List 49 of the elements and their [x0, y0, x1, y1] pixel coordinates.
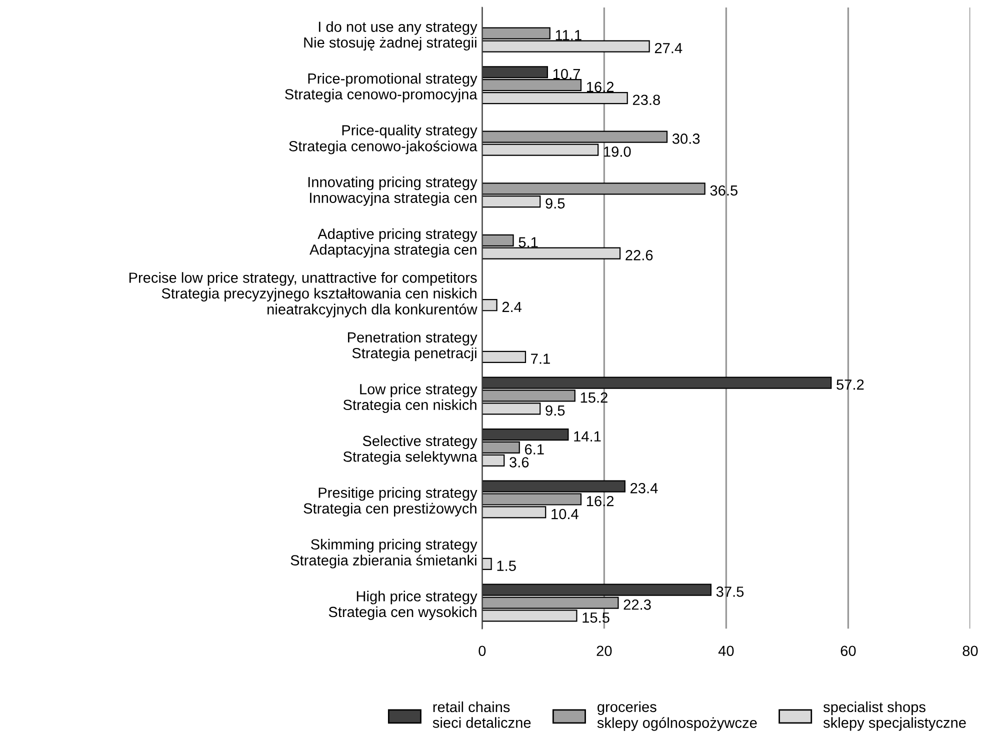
data-label: 37.5	[716, 586, 744, 597]
bar	[482, 558, 492, 570]
y-tick-label: Low price strategy Strategia cen niskich	[343, 384, 478, 413]
data-label: 6.1	[524, 444, 544, 455]
data-label: 10.4	[552, 508, 578, 520]
data-label: 15.2	[580, 392, 608, 403]
data-label: 22.3	[624, 599, 651, 610]
y-tick-label: Skimming pricing strategy Strategia zbierania śmietanki	[290, 538, 478, 568]
x-tick-label: 20	[596, 646, 612, 656]
y-tick-label: Adaptive pricing strategy Adaptacyjna strategia cen	[310, 228, 478, 258]
y-tick-label: Price-promotional strategy Strategia cenowo-promocyjna	[285, 73, 478, 102]
data-label: 23.4	[630, 483, 658, 494]
legend-label: retail chains sieci detaliczne	[432, 701, 531, 728]
y-tick-label: Selective strategy Strategia selektywna	[343, 435, 478, 465]
data-label: 30.3	[672, 134, 700, 144]
y-tick-label: Presitige pricing strategy Strategia cen prestiżowych	[304, 487, 478, 516]
data-label: 16.2	[586, 82, 614, 92]
data-label: 11.1	[556, 30, 582, 40]
data-label: 19.0	[604, 146, 631, 157]
x-tick-label: 0	[478, 646, 486, 656]
data-label: 5.1	[518, 237, 538, 248]
data-label: 15.5	[582, 612, 610, 623]
bar	[482, 350, 526, 363]
legend-label: groceries sklepy ogólnospożywcze	[597, 701, 757, 731]
legend-label: specialist shops sklepy specjalistyczne	[823, 701, 966, 731]
y-tick-label: Precise low price strategy, unattractive for competitors Strategia precyzyjnego kształtowania cen niskich nieatrakcyjnych dla konkurentów	[129, 272, 478, 318]
data-label: 1.5	[497, 560, 516, 571]
y-tick-label: High price strategy Strategia cen wysokich	[328, 590, 478, 620]
bar	[482, 299, 498, 312]
y-tick-label: Price-quality strategy Strategia cenowo-jakościowa	[289, 124, 478, 154]
y-tick-label: Penetration strategy Strategia penetracji	[348, 332, 478, 362]
y-tick-label: I do not use any strategy Nie stosuję żadnej strategii	[304, 21, 478, 51]
x-tick-label: 40	[718, 646, 734, 656]
x-tick-label: 60	[840, 646, 856, 656]
data-label: 57.2	[836, 379, 864, 390]
data-label: 16.2	[586, 496, 614, 506]
data-label: 27.4	[654, 42, 682, 54]
data-label: 14.1	[574, 431, 601, 442]
data-label: 2.4	[502, 302, 522, 312]
data-label: 9.5	[546, 198, 565, 209]
data-label: 10.7	[553, 68, 580, 80]
y-tick-label: Innovating pricing strategy Innowacyjna strategia cen	[308, 176, 478, 206]
data-label: 7.1	[531, 354, 550, 364]
x-tick-label: 80	[962, 646, 978, 656]
data-label: 36.5	[710, 185, 738, 196]
data-label: 23.8	[632, 94, 660, 106]
data-label: 9.5	[546, 405, 565, 416]
data-label: 22.6	[626, 250, 653, 260]
data-label: 3.6	[510, 457, 529, 468]
